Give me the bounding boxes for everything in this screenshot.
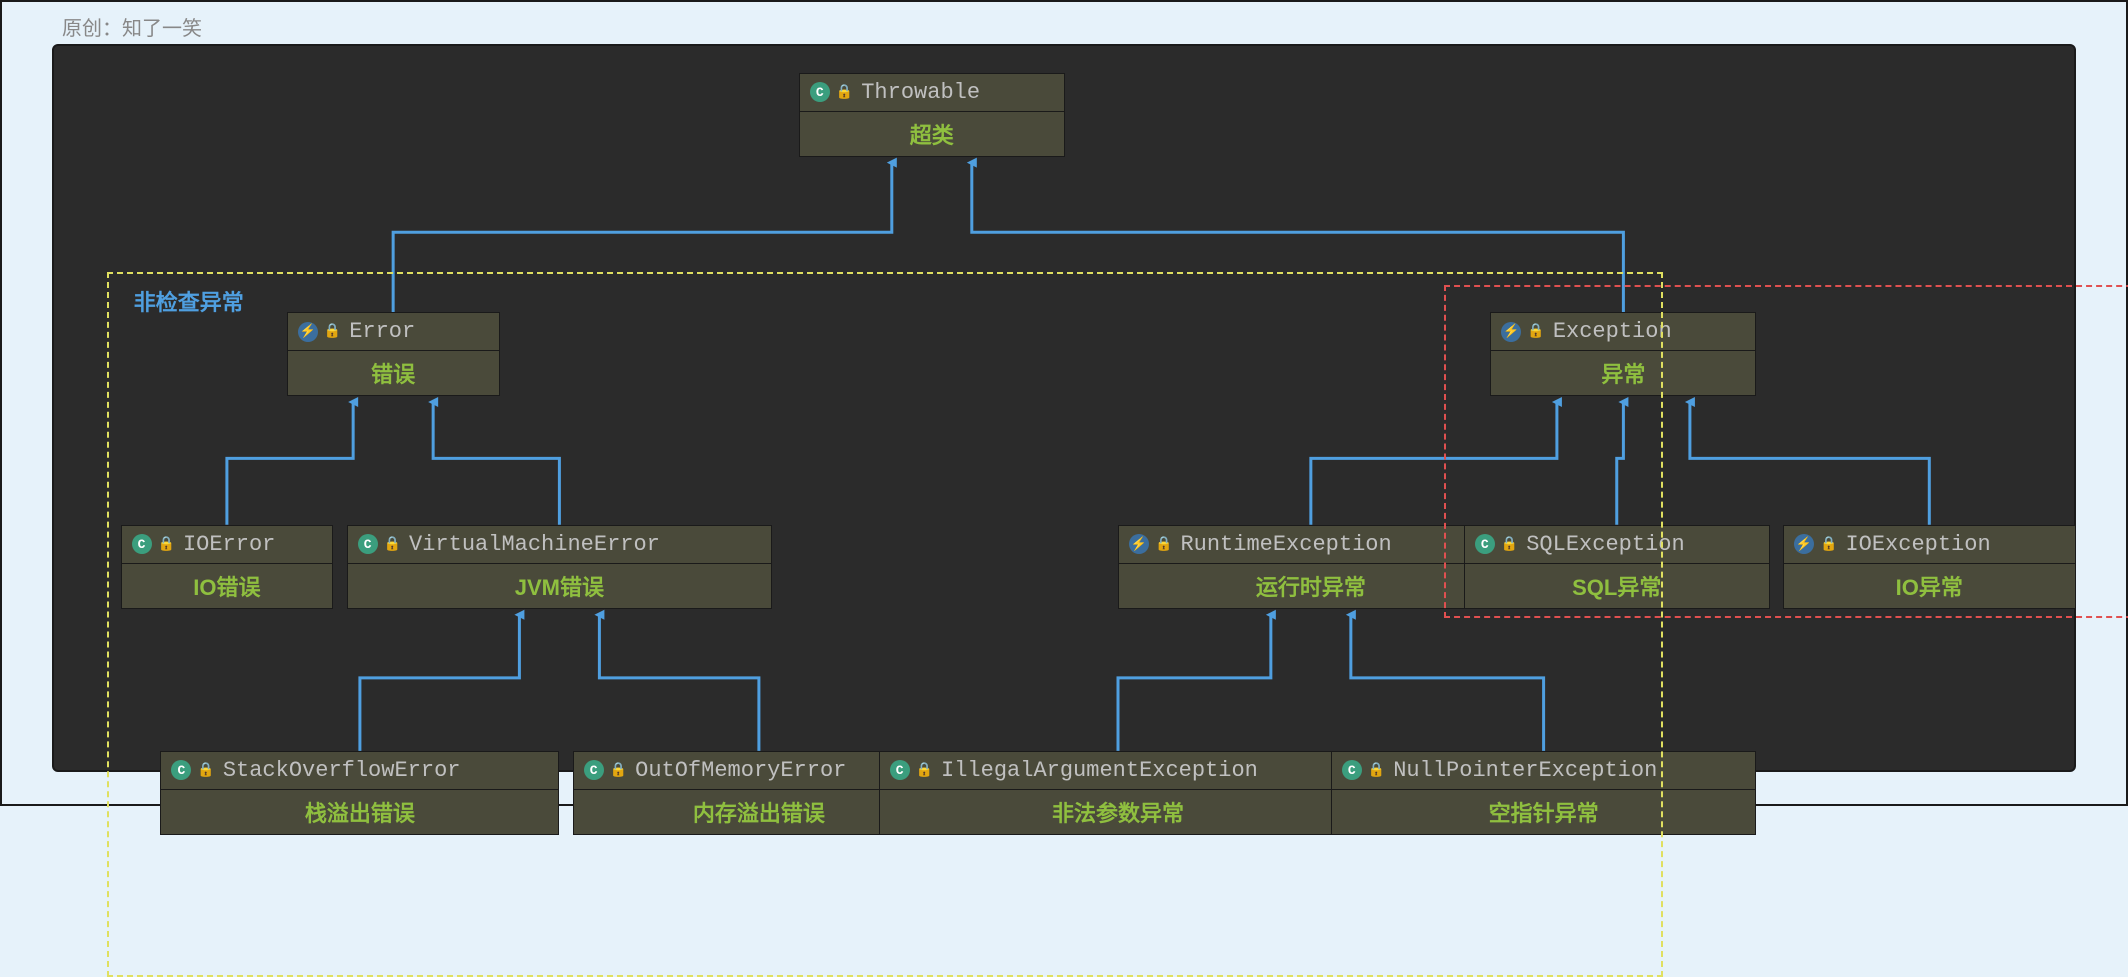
- diagram-canvas: C 🔒 Throwable 超类 ⚡ 🔒 Error 错误 ⚡ 🔒 Exception 异常 C 🔒 IOE…: [52, 44, 2076, 772]
- node-subtitle: IO错误: [122, 564, 333, 608]
- node-title: NullPointerException: [1393, 758, 1657, 783]
- node-subtitle: 超类: [800, 112, 1064, 156]
- node-subtitle: IO异常: [1784, 564, 2075, 608]
- node-header: C 🔒 SQLException: [1465, 526, 1769, 564]
- edge: [393, 163, 892, 312]
- lock-icon: 🔒: [1527, 323, 1544, 340]
- node-exception: ⚡ 🔒 Exception 异常: [1490, 312, 1756, 396]
- node-title: RuntimeException: [1180, 532, 1391, 557]
- node-header: C 🔒 Throwable: [800, 74, 1064, 112]
- lock-icon: 🔒: [1820, 536, 1837, 553]
- class-icon: C: [810, 82, 830, 102]
- class-icon: C: [584, 760, 604, 780]
- node-title: IOError: [183, 532, 275, 557]
- node-header: ⚡ 🔒 RuntimeException: [1119, 526, 1503, 564]
- lock-icon: 🔒: [1368, 762, 1385, 779]
- abstract-icon: ⚡: [298, 322, 318, 342]
- class-icon: C: [890, 760, 910, 780]
- lock-icon: 🔒: [197, 762, 214, 779]
- node-sqlexc: C 🔒 SQLException SQL异常: [1464, 525, 1770, 609]
- node-title: OutOfMemoryError: [635, 758, 846, 783]
- class-icon: C: [171, 760, 191, 780]
- node-header: C 🔒 VirtualMachineError: [348, 526, 772, 564]
- lock-icon: 🔒: [916, 762, 933, 779]
- lock-icon: 🔒: [158, 536, 175, 553]
- lock-icon: 🔒: [1155, 536, 1172, 553]
- lock-icon: 🔒: [384, 536, 401, 553]
- node-subtitle: 运行时异常: [1119, 564, 1503, 608]
- node-ioexc: ⚡ 🔒 IOException IO异常: [1783, 525, 2076, 609]
- edge: [1351, 615, 1544, 751]
- edge: [433, 402, 559, 525]
- edge: [1617, 402, 1624, 525]
- node-subtitle: JVM错误: [348, 564, 772, 608]
- lock-icon: 🔒: [324, 323, 341, 340]
- edge: [972, 163, 1624, 312]
- lock-icon: 🔒: [836, 84, 853, 101]
- node-header: C 🔒 IllegalArgumentException: [880, 752, 1357, 790]
- class-icon: C: [1342, 760, 1362, 780]
- node-stackof: C 🔒 StackOverflowError 栈溢出错误: [160, 751, 559, 835]
- abstract-icon: ⚡: [1794, 534, 1814, 554]
- node-header: ⚡ 🔒 Error: [288, 313, 499, 351]
- node-illegal: C 🔒 IllegalArgumentException 非法参数异常: [879, 751, 1358, 835]
- lock-icon: 🔒: [610, 762, 627, 779]
- edge: [599, 615, 759, 751]
- node-header: C 🔒 IOError: [122, 526, 333, 564]
- node-title: Exception: [1553, 319, 1672, 344]
- abstract-icon: ⚡: [1129, 534, 1149, 554]
- node-header: C 🔒 StackOverflowError: [161, 752, 558, 790]
- node-title: Throwable: [861, 80, 980, 105]
- node-title: VirtualMachineError: [409, 532, 660, 557]
- edge: [1690, 402, 1929, 525]
- node-ioerror: C 🔒 IOError IO错误: [121, 525, 334, 609]
- credit-text: 原创：知了一笑: [62, 12, 202, 41]
- edge: [227, 402, 353, 525]
- node-title: SQLException: [1526, 532, 1684, 557]
- node-subtitle: SQL异常: [1465, 564, 1769, 608]
- class-icon: C: [358, 534, 378, 554]
- class-icon: C: [1475, 534, 1495, 554]
- abstract-icon: ⚡: [1501, 322, 1521, 342]
- lock-icon: 🔒: [1501, 536, 1518, 553]
- node-error: ⚡ 🔒 Error 错误: [287, 312, 500, 396]
- outer-frame: 原创：知了一笑 C 🔒 Throwable 超类 ⚡ 🔒 Error 错误 ⚡ 🔒 Exceptio…: [0, 0, 2128, 806]
- node-title: StackOverflowError: [223, 758, 461, 783]
- node-subtitle: 异常: [1491, 351, 1755, 395]
- node-subtitle: 栈溢出错误: [161, 790, 558, 834]
- node-header: C 🔒 NullPointerException: [1332, 752, 1756, 790]
- node-vmerror: C 🔒 VirtualMachineError JVM错误: [347, 525, 773, 609]
- class-icon: C: [132, 534, 152, 554]
- edge: [1118, 615, 1271, 751]
- node-runtime: ⚡ 🔒 RuntimeException 运行时异常: [1118, 525, 1504, 609]
- node-subtitle: 空指针异常: [1332, 790, 1756, 834]
- edge: [1311, 402, 1557, 525]
- node-subtitle: 错误: [288, 351, 499, 395]
- node-title: IllegalArgumentException: [941, 758, 1258, 783]
- node-title: IOException: [1845, 532, 1990, 557]
- node-header: ⚡ 🔒 Exception: [1491, 313, 1755, 351]
- node-header: ⚡ 🔒 IOException: [1784, 526, 2075, 564]
- node-subtitle: 非法参数异常: [880, 790, 1357, 834]
- group-label-unchecked: 非检查异常: [134, 285, 244, 317]
- edge: [360, 615, 520, 751]
- node-npe: C 🔒 NullPointerException 空指针异常: [1331, 751, 1757, 835]
- node-throwable: C 🔒 Throwable 超类: [799, 73, 1065, 157]
- node-title: Error: [349, 319, 415, 344]
